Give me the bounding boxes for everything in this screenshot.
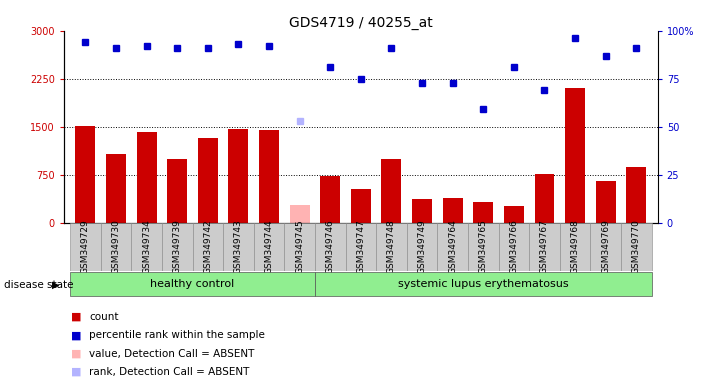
Bar bbox=[626, 167, 646, 223]
Bar bbox=[198, 138, 218, 223]
Bar bbox=[351, 189, 370, 223]
Text: ■: ■ bbox=[71, 367, 82, 377]
Text: GSM349769: GSM349769 bbox=[602, 219, 610, 274]
Text: GSM349766: GSM349766 bbox=[509, 219, 518, 274]
Text: GSM349749: GSM349749 bbox=[417, 219, 427, 274]
FancyBboxPatch shape bbox=[437, 223, 468, 271]
Text: GSM349730: GSM349730 bbox=[112, 219, 120, 274]
Text: GSM349744: GSM349744 bbox=[264, 219, 274, 274]
Text: GSM349739: GSM349739 bbox=[173, 219, 182, 274]
FancyBboxPatch shape bbox=[70, 223, 101, 271]
Text: GSM349734: GSM349734 bbox=[142, 219, 151, 274]
FancyBboxPatch shape bbox=[193, 223, 223, 271]
FancyBboxPatch shape bbox=[284, 223, 315, 271]
Bar bbox=[596, 181, 616, 223]
Text: GSM349729: GSM349729 bbox=[81, 219, 90, 274]
Text: percentile rank within the sample: percentile rank within the sample bbox=[89, 330, 264, 340]
FancyBboxPatch shape bbox=[101, 223, 132, 271]
Text: ■: ■ bbox=[71, 312, 82, 322]
Bar bbox=[535, 174, 555, 223]
Text: ▶: ▶ bbox=[52, 280, 60, 290]
Bar bbox=[167, 159, 187, 223]
Text: GSM349743: GSM349743 bbox=[234, 219, 243, 274]
Text: systemic lupus erythematosus: systemic lupus erythematosus bbox=[398, 279, 569, 289]
Text: GSM349748: GSM349748 bbox=[387, 219, 396, 274]
Text: ■: ■ bbox=[71, 349, 82, 359]
Text: GSM349770: GSM349770 bbox=[632, 219, 641, 274]
Text: ■: ■ bbox=[71, 330, 82, 340]
Bar bbox=[75, 126, 95, 223]
FancyBboxPatch shape bbox=[621, 223, 651, 271]
FancyBboxPatch shape bbox=[254, 223, 284, 271]
Text: healthy control: healthy control bbox=[151, 279, 235, 289]
FancyBboxPatch shape bbox=[315, 223, 346, 271]
Text: GSM349742: GSM349742 bbox=[203, 219, 213, 274]
FancyBboxPatch shape bbox=[560, 223, 590, 271]
FancyBboxPatch shape bbox=[498, 223, 529, 271]
Text: GSM349764: GSM349764 bbox=[448, 219, 457, 274]
Title: GDS4719 / 40255_at: GDS4719 / 40255_at bbox=[289, 16, 433, 30]
Bar bbox=[565, 88, 585, 223]
FancyBboxPatch shape bbox=[376, 223, 407, 271]
FancyBboxPatch shape bbox=[132, 223, 162, 271]
Text: GSM349768: GSM349768 bbox=[570, 219, 579, 274]
FancyBboxPatch shape bbox=[223, 223, 254, 271]
FancyBboxPatch shape bbox=[529, 223, 560, 271]
Text: count: count bbox=[89, 312, 118, 322]
Bar bbox=[443, 198, 463, 223]
FancyBboxPatch shape bbox=[70, 272, 315, 296]
FancyBboxPatch shape bbox=[346, 223, 376, 271]
Bar bbox=[474, 202, 493, 223]
Bar bbox=[228, 129, 248, 223]
FancyBboxPatch shape bbox=[468, 223, 498, 271]
Bar bbox=[412, 199, 432, 223]
Bar bbox=[504, 206, 524, 223]
FancyBboxPatch shape bbox=[162, 223, 193, 271]
Bar bbox=[289, 205, 309, 223]
FancyBboxPatch shape bbox=[590, 223, 621, 271]
Bar bbox=[382, 159, 402, 223]
Bar bbox=[106, 154, 126, 223]
Text: disease state: disease state bbox=[4, 280, 73, 290]
Text: GSM349746: GSM349746 bbox=[326, 219, 335, 274]
Text: GSM349767: GSM349767 bbox=[540, 219, 549, 274]
FancyBboxPatch shape bbox=[315, 272, 651, 296]
Text: rank, Detection Call = ABSENT: rank, Detection Call = ABSENT bbox=[89, 367, 250, 377]
Text: GSM349745: GSM349745 bbox=[295, 219, 304, 274]
Bar bbox=[137, 132, 156, 223]
Bar bbox=[259, 130, 279, 223]
FancyBboxPatch shape bbox=[407, 223, 437, 271]
Text: GSM349765: GSM349765 bbox=[479, 219, 488, 274]
Text: value, Detection Call = ABSENT: value, Detection Call = ABSENT bbox=[89, 349, 255, 359]
Text: GSM349747: GSM349747 bbox=[356, 219, 365, 274]
Bar bbox=[320, 176, 340, 223]
